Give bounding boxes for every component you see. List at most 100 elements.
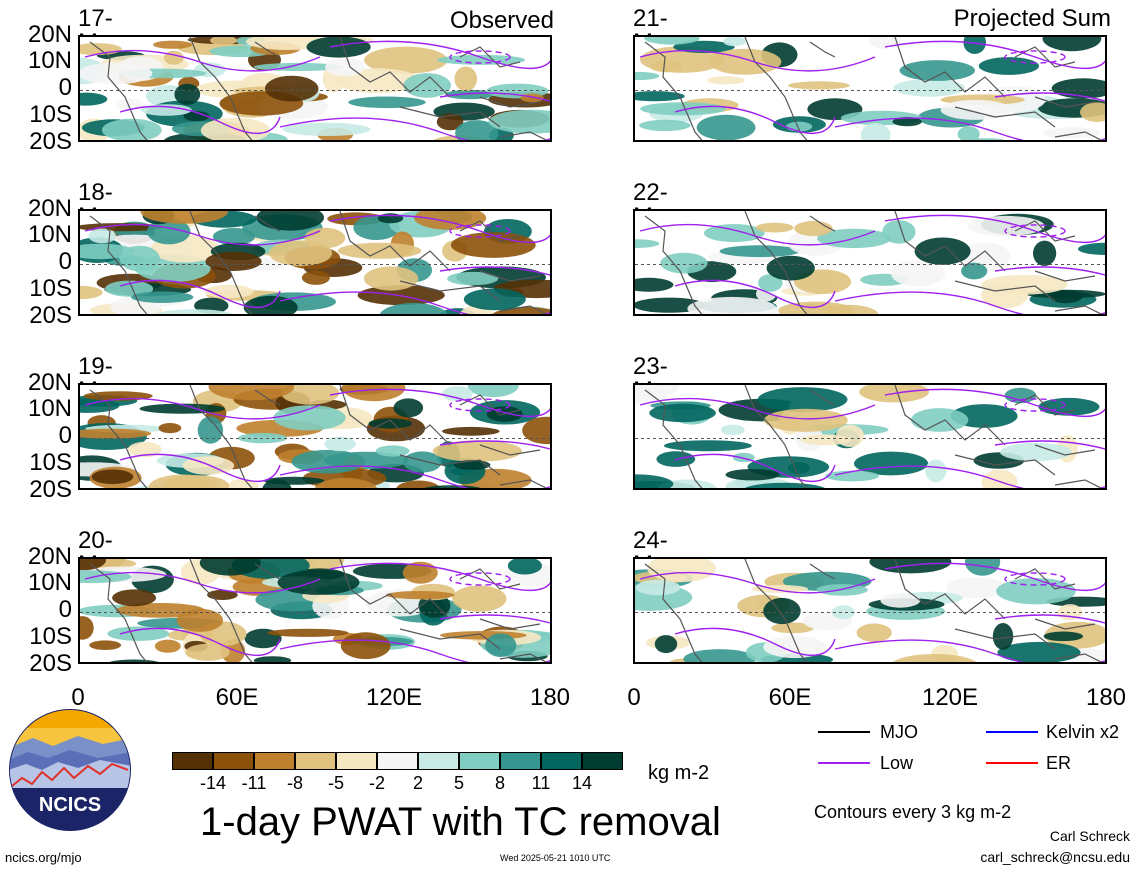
coastline <box>399 454 501 476</box>
map-panel <box>633 383 1107 490</box>
panel-caption-projected: Projected Sum <box>953 5 1111 32</box>
field-blob <box>174 83 201 105</box>
field-blob <box>957 126 980 140</box>
field-blob <box>683 649 756 662</box>
lat-label: 20S <box>29 302 72 329</box>
coastline <box>809 563 836 580</box>
field-blob <box>522 416 550 445</box>
field-blob <box>968 138 1006 140</box>
field-blob <box>112 589 157 607</box>
field-blob <box>787 462 810 474</box>
low-contour <box>639 223 876 246</box>
low-contour <box>119 279 281 309</box>
field-blob <box>155 309 233 314</box>
low-contour <box>834 639 1105 662</box>
low-contour <box>279 639 550 662</box>
low-contour <box>279 291 550 314</box>
email[interactable]: carl_schreck@ncsu.edu <box>980 849 1130 865</box>
field-blob <box>119 245 160 272</box>
field-blob <box>1043 631 1084 642</box>
low-contour <box>84 397 321 420</box>
colorbar-label: -11 <box>241 773 267 793</box>
colorbar-label: 11 <box>531 773 551 793</box>
field-blob <box>1080 102 1105 122</box>
colorbar-label: -5 <box>327 773 344 793</box>
field-blob <box>996 578 1076 605</box>
low-contour <box>639 571 876 594</box>
coastline <box>89 389 148 488</box>
field-blob <box>725 469 780 481</box>
field-blob <box>893 79 965 97</box>
field-blob <box>385 591 455 600</box>
field-blob <box>1004 387 1037 404</box>
field-blob <box>109 659 159 662</box>
field-blob <box>269 240 333 266</box>
colorbar-swatch <box>172 752 213 770</box>
map-panel <box>633 35 1107 142</box>
field-blob <box>992 623 1014 650</box>
lon-label: 180 <box>529 684 571 711</box>
field-blob <box>363 266 419 291</box>
field-blob <box>635 385 680 400</box>
lon-label: 120E <box>365 684 423 711</box>
coastline <box>499 653 548 662</box>
low-contour <box>834 465 1105 488</box>
field-blob <box>263 476 325 485</box>
field-blob <box>163 475 229 488</box>
field-blob <box>778 301 854 314</box>
coastline <box>479 96 541 108</box>
coastline <box>89 41 148 140</box>
low-contour <box>674 453 836 483</box>
low-contour <box>674 279 836 309</box>
field-blob <box>197 416 224 444</box>
panel-caption-observed: Observed <box>449 7 554 34</box>
coastline <box>479 270 541 282</box>
low-contour <box>279 465 550 488</box>
low-contour <box>884 388 1105 417</box>
map-panel <box>78 557 552 664</box>
field-blob <box>207 589 238 600</box>
field-blob <box>450 232 536 258</box>
coastline <box>1054 479 1103 488</box>
coastline <box>189 559 253 662</box>
coastline <box>809 389 836 406</box>
field-blob <box>265 75 319 102</box>
field-blob <box>854 451 929 476</box>
coastline <box>644 563 703 662</box>
low-contour <box>279 117 550 140</box>
coastline <box>189 385 253 488</box>
field-blob <box>280 385 340 405</box>
field-blob <box>158 423 182 434</box>
low-contour <box>439 92 550 102</box>
field-blob <box>914 237 971 265</box>
field-blob <box>644 37 700 45</box>
colorbar-swatch <box>582 752 623 770</box>
coastline <box>1034 270 1096 282</box>
coastline <box>644 389 703 488</box>
field-blob <box>396 480 441 488</box>
field-blob <box>696 114 756 140</box>
field-blob <box>273 405 346 431</box>
low-contour-negative <box>449 572 511 586</box>
coastline <box>89 563 148 662</box>
field-blob <box>256 211 324 231</box>
low-contour-negative <box>1004 50 1066 64</box>
field-blob <box>403 73 452 98</box>
coastline <box>189 37 253 140</box>
field-blob <box>766 255 815 281</box>
legend-line-low <box>818 762 870 764</box>
field-blob <box>660 252 708 274</box>
low-contour-negative <box>1004 398 1066 412</box>
lat-label: 20S <box>29 650 72 677</box>
coastline <box>894 559 1006 620</box>
field-blob <box>635 239 660 248</box>
coastline <box>399 280 501 302</box>
coastline <box>744 37 808 140</box>
field-blob <box>925 459 947 483</box>
site-link[interactable]: ncics.org/mjo <box>5 850 82 865</box>
coastline <box>254 215 281 232</box>
field-blob <box>763 597 801 625</box>
field-blob <box>208 385 295 401</box>
low-contour <box>119 453 281 483</box>
field-blob <box>755 222 794 233</box>
